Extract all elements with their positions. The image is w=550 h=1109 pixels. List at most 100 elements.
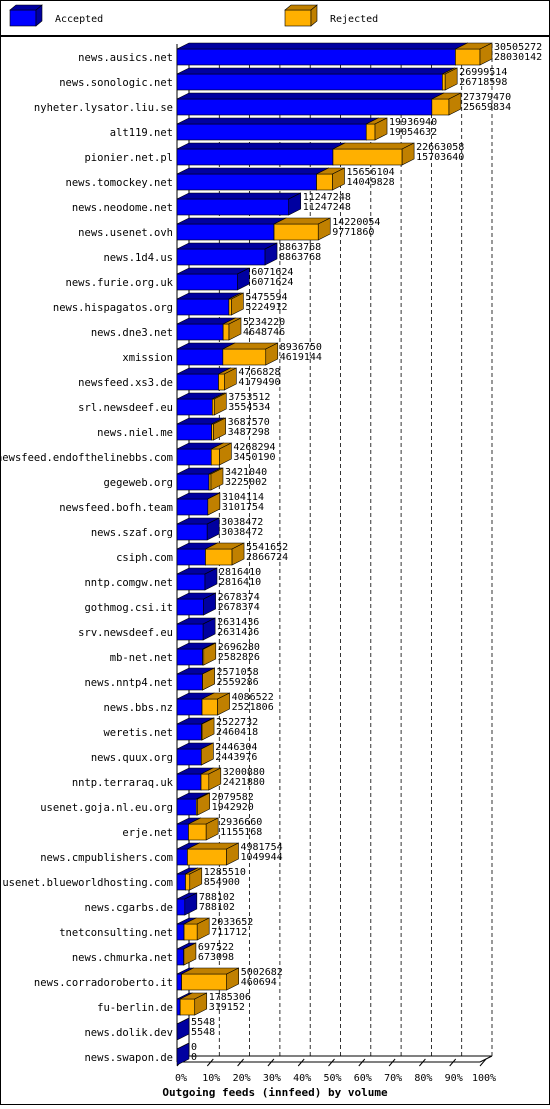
accepted-label: 2559286 bbox=[217, 677, 259, 688]
accepted-label: 11247248 bbox=[303, 202, 351, 213]
category-label: newsfeed.endofthelinebbs.com bbox=[0, 452, 173, 464]
rejected-bar bbox=[202, 699, 218, 715]
category-label: xmission bbox=[122, 352, 173, 364]
category-label: newsfeed.bofh.team bbox=[59, 502, 173, 514]
category-label: newsfeed.xs3.de bbox=[78, 377, 173, 389]
legend-swatch bbox=[285, 10, 311, 26]
accepted-label: 2443976 bbox=[215, 752, 257, 763]
accepted-bar bbox=[177, 524, 207, 540]
rejected-bar bbox=[223, 349, 266, 365]
accepted-label: 788102 bbox=[199, 902, 235, 913]
accepted-bar bbox=[177, 499, 208, 515]
category-label: weretis.net bbox=[103, 727, 173, 739]
accepted-bar-top bbox=[177, 43, 467, 49]
accepted-bar bbox=[177, 624, 203, 640]
accepted-bar bbox=[177, 249, 265, 265]
accepted-bar bbox=[177, 974, 182, 990]
accepted-bar-top bbox=[177, 218, 286, 224]
accepted-bar bbox=[177, 849, 187, 865]
x-tick-label: 70% bbox=[384, 1073, 402, 1084]
accepted-bar bbox=[177, 274, 237, 290]
accepted-bar-top bbox=[177, 168, 329, 174]
category-label: fu-berlin.de bbox=[97, 1002, 173, 1014]
category-label: csiph.com bbox=[116, 552, 173, 564]
x-tick-label: 10% bbox=[202, 1073, 220, 1084]
accepted-label: 2421880 bbox=[223, 777, 265, 788]
category-label: news.neodome.net bbox=[72, 202, 173, 214]
accepted-bar bbox=[177, 74, 442, 90]
accepted-label: 1155168 bbox=[220, 827, 262, 838]
accepted-bar-top bbox=[177, 118, 378, 124]
accepted-bar-top bbox=[177, 193, 301, 199]
rejected-bar bbox=[188, 824, 206, 840]
category-label: mb-net.net bbox=[110, 652, 173, 664]
accepted-label: 2631436 bbox=[217, 627, 259, 638]
rejected-bar bbox=[317, 174, 333, 190]
category-label: news.sonologic.net bbox=[59, 77, 173, 89]
category-label: news.hispagatos.org bbox=[53, 302, 173, 314]
accepted-label: 3225002 bbox=[225, 477, 267, 488]
category-label: news.cmpublishers.com bbox=[40, 852, 173, 864]
accepted-label: 5224912 bbox=[245, 302, 287, 313]
x-tick-label: 20% bbox=[233, 1073, 251, 1084]
accepted-bar bbox=[177, 99, 432, 115]
accepted-label: 2678374 bbox=[218, 602, 260, 613]
accepted-label: 15703640 bbox=[416, 152, 464, 163]
category-label: news.szaf.org bbox=[91, 527, 173, 539]
accepted-bar bbox=[177, 349, 223, 365]
rejected-bar bbox=[432, 99, 449, 115]
rejected-bar bbox=[455, 49, 480, 65]
accepted-bar bbox=[177, 299, 229, 315]
chart-title: Outgoing feeds (innfeed) by volume bbox=[162, 1086, 388, 1099]
accepted-label: 2521806 bbox=[232, 702, 274, 713]
category-label: news.dne3.net bbox=[91, 327, 173, 339]
accepted-bar bbox=[177, 999, 180, 1015]
legend-swatch-top bbox=[10, 5, 42, 10]
accepted-bar-top bbox=[177, 143, 345, 149]
category-label: news.usenet.ovh bbox=[78, 227, 173, 239]
accepted-label: 711712 bbox=[211, 927, 247, 938]
category-label: news.cgarbs.de bbox=[84, 902, 173, 914]
legend-swatch-top bbox=[285, 5, 317, 10]
rejected-bar-top bbox=[333, 143, 414, 149]
accepted-label: 9771860 bbox=[332, 227, 374, 238]
accepted-label: 1049944 bbox=[240, 852, 282, 863]
category-label: news.quux.org bbox=[91, 752, 173, 764]
accepted-bar bbox=[177, 124, 366, 140]
accepted-bar bbox=[177, 724, 201, 740]
rejected-bar bbox=[211, 449, 219, 465]
accepted-label: 319152 bbox=[209, 1002, 245, 1013]
category-label: usenet.blueworldhosting.com bbox=[2, 877, 173, 889]
accepted-label: 4648746 bbox=[243, 327, 285, 338]
rejected-bar bbox=[219, 374, 225, 390]
rejected-bar bbox=[442, 74, 445, 90]
accepted-label: 6071624 bbox=[251, 277, 293, 288]
rejected-bar bbox=[205, 549, 232, 565]
category-label: srv.newsdeef.eu bbox=[78, 627, 173, 639]
accepted-bar bbox=[177, 774, 201, 790]
accepted-label: 3101754 bbox=[222, 502, 264, 513]
x-tick-label: 100% bbox=[472, 1073, 496, 1084]
legend-label: Rejected bbox=[330, 14, 378, 25]
accepted-label: 3487298 bbox=[228, 427, 270, 438]
accepted-bar bbox=[177, 199, 289, 215]
rejected-bar bbox=[333, 149, 402, 165]
accepted-bar bbox=[177, 549, 205, 565]
rejected-bar bbox=[274, 224, 318, 240]
accepted-bar bbox=[177, 374, 219, 390]
category-label: nntp.comgw.net bbox=[84, 577, 173, 589]
accepted-label: 19054632 bbox=[389, 127, 437, 138]
accepted-label: 5548 bbox=[191, 1027, 215, 1038]
x-tick-label: 30% bbox=[263, 1073, 281, 1084]
accepted-label: 26718598 bbox=[459, 77, 507, 88]
accepted-bar bbox=[177, 799, 196, 815]
x-tick-label: 60% bbox=[354, 1073, 372, 1084]
accepted-bar bbox=[177, 474, 209, 490]
rejected-bar bbox=[229, 299, 231, 315]
rejected-bar bbox=[182, 974, 227, 990]
accepted-label: 2582826 bbox=[218, 652, 260, 663]
accepted-label: 25659834 bbox=[463, 102, 511, 113]
category-label: srl.newsdeef.eu bbox=[78, 402, 173, 414]
x-tick-label: 40% bbox=[293, 1073, 311, 1084]
